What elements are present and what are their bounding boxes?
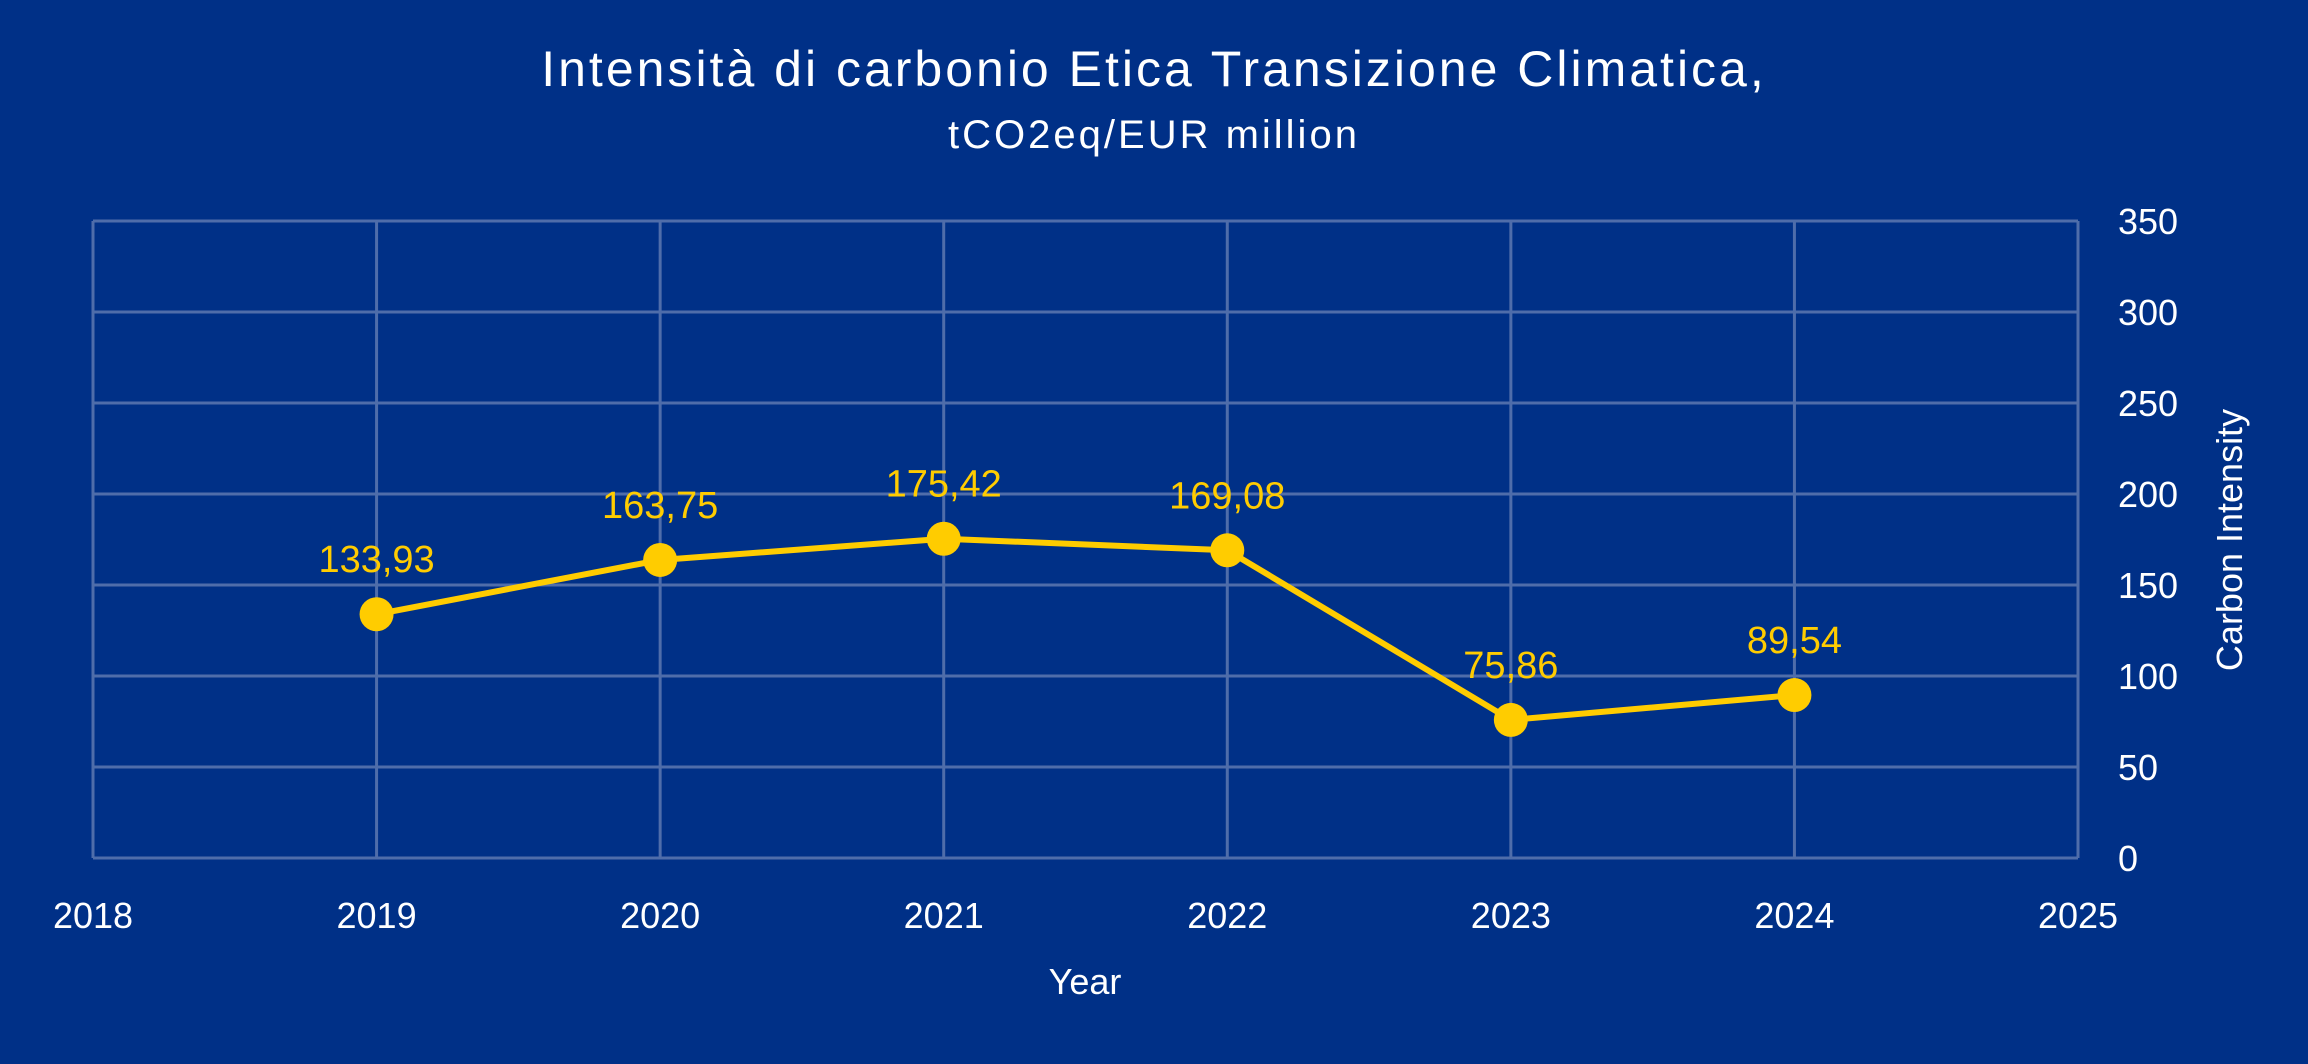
y-tick-label: 0 [2118,838,2138,879]
x-tick-label: 2021 [904,895,984,936]
data-point [1777,678,1812,713]
data-label: 75,86 [1463,645,1558,687]
x-axis-ticks: 2018 2019 2020 2021 2022 2023 2024 2025 [53,895,2118,936]
x-tick-label: 2025 [2038,895,2118,936]
y-tick-label: 200 [2118,474,2178,515]
chart-title: Intensità di carbonio Etica Transizione … [541,41,1767,97]
data-point [1210,533,1245,568]
data-point [359,597,394,632]
y-tick-label: 250 [2118,383,2178,424]
y-tick-label: 350 [2118,201,2178,242]
data-label: 175,42 [886,464,1002,506]
x-tick-label: 2024 [1754,895,1834,936]
x-tick-label: 2022 [1187,895,1267,936]
y-axis-ticks: 0 50 100 150 200 250 300 350 [2118,201,2178,879]
data-label: 133,93 [318,539,434,581]
y-tick-label: 100 [2118,656,2178,697]
y-tick-label: 150 [2118,565,2178,606]
data-label: 89,54 [1747,620,1842,662]
series-line [376,535,1795,723]
y-tick-label: 50 [2118,747,2158,788]
data-label: 163,75 [602,485,718,527]
y-axis-label: Carbon Intensity [2209,409,2250,671]
y-tick-label: 300 [2118,292,2178,333]
data-label: 169,08 [1169,475,1285,517]
x-tick-label: 2019 [337,895,417,936]
x-tick-label: 2018 [53,895,133,936]
x-axis-label: Year [1049,961,1122,1002]
data-point [643,542,678,577]
x-tick-label: 2020 [620,895,700,936]
chart-subtitle: tCO2eq/EUR million [948,113,1360,157]
x-tick-label: 2023 [1471,895,1551,936]
data-point [1493,702,1528,737]
series-carbon-intensity: 133,93 163,75 175,42 169,08 75,86 89,54 [318,464,1842,737]
data-point [926,521,961,556]
